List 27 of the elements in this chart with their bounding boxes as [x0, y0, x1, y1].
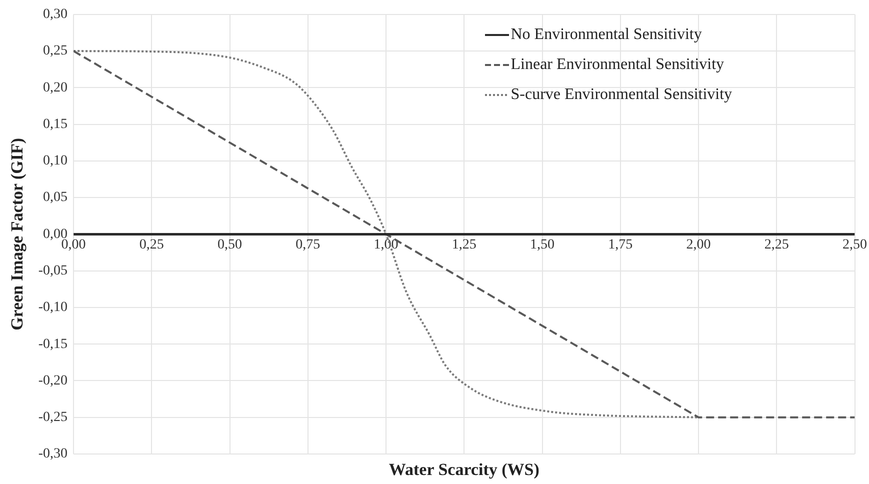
y-tick-label: 0,20 [43, 80, 68, 96]
y-tick-label: -0,25 [38, 410, 68, 426]
x-tick-label: 0,50 [218, 237, 242, 252]
y-tick-label: 0,30 [43, 7, 68, 22]
y-tick-label: 0,25 [43, 44, 68, 59]
x-tick-label: 0,25 [139, 237, 164, 252]
y-tick-label: -0,20 [38, 373, 68, 388]
x-tick-label: 1,25 [452, 237, 476, 252]
y-tick-label: 0,10 [43, 154, 68, 169]
x-tick-label: 1,75 [608, 237, 633, 252]
legend-label: S-curve Environmental Sensitivity [510, 86, 732, 104]
x-tick-label: 0,00 [61, 237, 86, 252]
x-tick-label: 2,50 [842, 237, 867, 252]
legend-label: No Environmental Sensitivity [510, 26, 702, 44]
y-tick-label: -0,10 [38, 300, 68, 316]
x-axis-title: Water Scarcity (WS) [388, 460, 540, 479]
x-tick-label: 2,00 [686, 237, 711, 252]
y-tick-label: -0,15 [38, 336, 68, 352]
x-tick-label: 2,25 [764, 237, 789, 252]
legend-label: Linear Environmental Sensitivity [510, 56, 724, 74]
y-tick-label: -0,30 [38, 446, 68, 462]
y-tick-label: 0,15 [43, 116, 68, 132]
x-tick-label: 0,75 [296, 237, 320, 252]
y-axis-title: Green Image Factor (GIF) [8, 138, 27, 330]
x-tick-label: 1,50 [530, 237, 555, 252]
y-tick-label: -0,05 [38, 264, 68, 279]
y-tick-label: 0,05 [43, 190, 68, 206]
